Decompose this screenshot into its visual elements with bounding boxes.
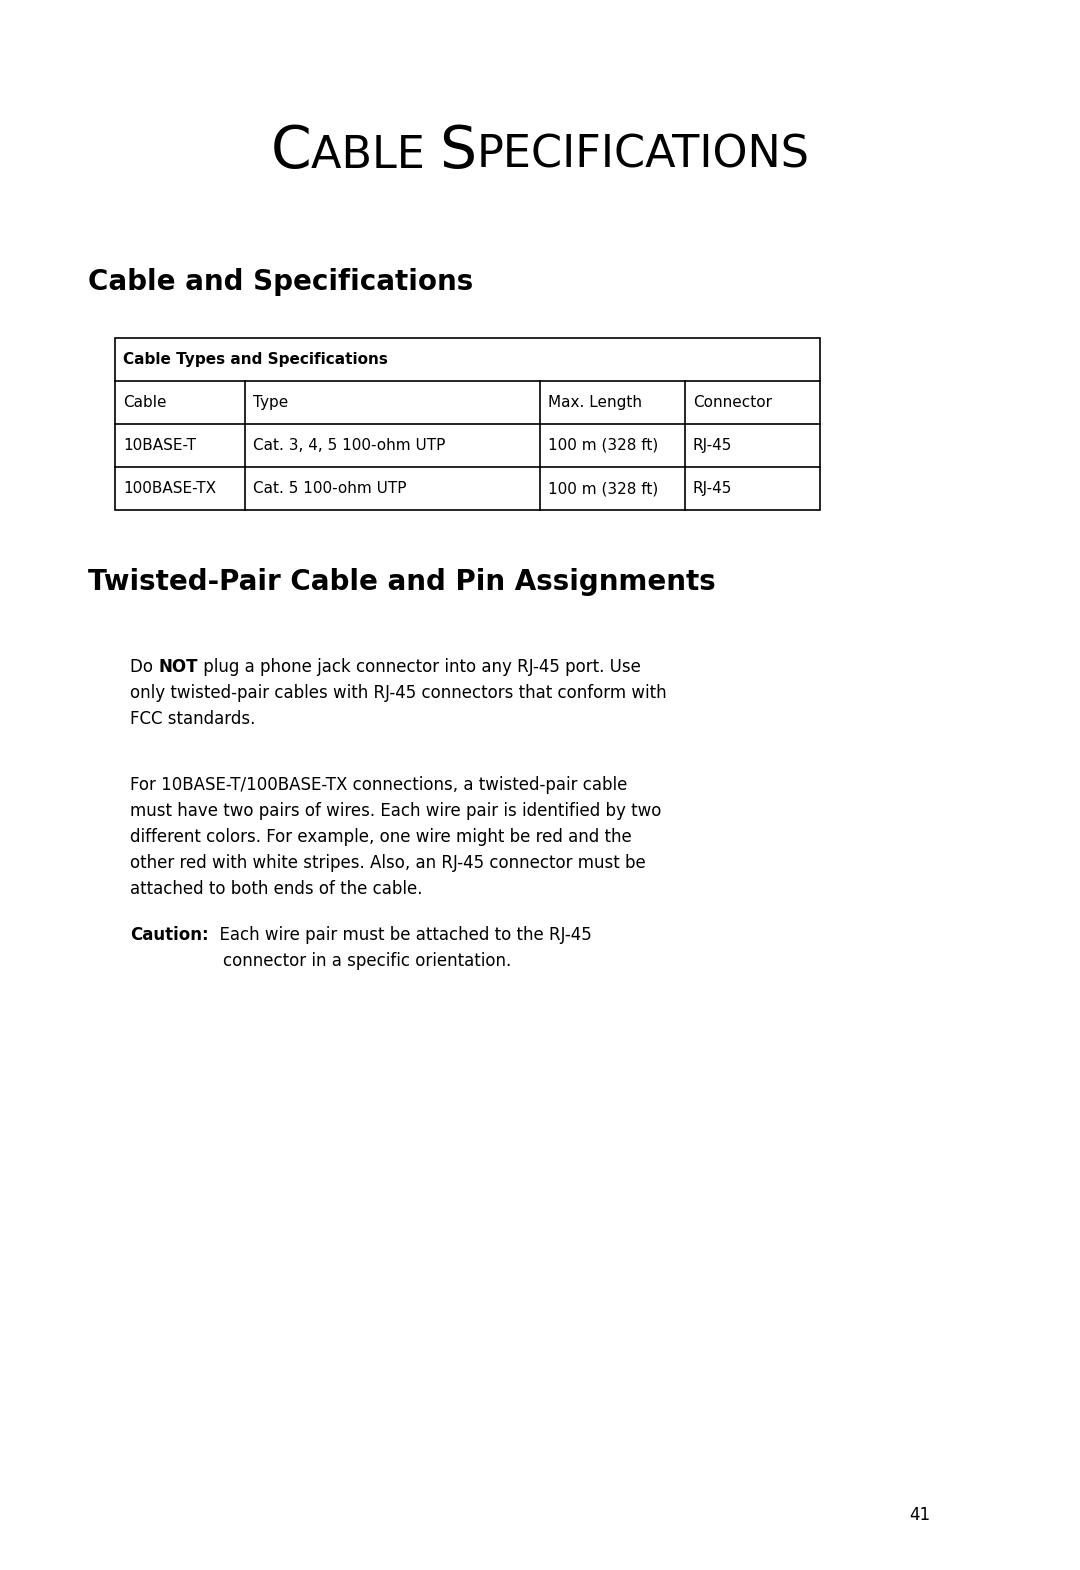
- Text: Max. Length: Max. Length: [548, 396, 642, 410]
- Text: other red with white stripes. Also, an RJ-45 connector must be: other red with white stripes. Also, an R…: [130, 854, 646, 871]
- Text: RJ-45: RJ-45: [693, 438, 732, 454]
- Text: Caution:: Caution:: [130, 926, 208, 944]
- Text: different colors. For example, one wire might be red and the: different colors. For example, one wire …: [130, 827, 632, 846]
- Text: attached to both ends of the cable.: attached to both ends of the cable.: [130, 881, 422, 898]
- Text: Type: Type: [253, 396, 288, 410]
- Text: ABLE: ABLE: [311, 133, 440, 177]
- Text: 10BASE-T: 10BASE-T: [123, 438, 195, 454]
- Text: 100 m (328 ft): 100 m (328 ft): [548, 480, 658, 496]
- Text: For 10BASE-T/100BASE-TX connections, a twisted-pair cable: For 10BASE-T/100BASE-TX connections, a t…: [130, 776, 627, 794]
- Text: Twisted-Pair Cable and Pin Assignments: Twisted-Pair Cable and Pin Assignments: [87, 568, 716, 597]
- Text: Each wire pair must be attached to the RJ-45: Each wire pair must be attached to the R…: [208, 926, 592, 944]
- Text: S: S: [440, 122, 476, 181]
- Text: Cat. 3, 4, 5 100-ohm UTP: Cat. 3, 4, 5 100-ohm UTP: [253, 438, 445, 454]
- Text: 100 m (328 ft): 100 m (328 ft): [548, 438, 658, 454]
- Text: NOT: NOT: [159, 658, 198, 677]
- Text: 41: 41: [909, 1506, 931, 1524]
- Text: Cat. 5 100-ohm UTP: Cat. 5 100-ohm UTP: [253, 480, 406, 496]
- Text: Cable: Cable: [123, 396, 166, 410]
- Text: Cable and Specifications: Cable and Specifications: [87, 268, 473, 297]
- Text: connector in a specific orientation.: connector in a specific orientation.: [222, 951, 511, 970]
- Text: FCC standards.: FCC standards.: [130, 710, 255, 728]
- Text: RJ-45: RJ-45: [693, 480, 732, 496]
- Text: C: C: [271, 122, 311, 181]
- Text: must have two pairs of wires. Each wire pair is identified by two: must have two pairs of wires. Each wire …: [130, 802, 661, 820]
- Bar: [114, 338, 820, 510]
- Text: Connector: Connector: [693, 396, 772, 410]
- Text: PECIFICATIONS: PECIFICATIONS: [476, 133, 809, 177]
- Text: only twisted-pair cables with RJ-45 connectors that conform with: only twisted-pair cables with RJ-45 conn…: [130, 685, 666, 702]
- Text: plug a phone jack connector into any RJ-45 port. Use: plug a phone jack connector into any RJ-…: [198, 658, 640, 677]
- Text: Do: Do: [130, 658, 159, 677]
- Text: 100BASE-TX: 100BASE-TX: [123, 480, 216, 496]
- Text: Cable Types and Specifications: Cable Types and Specifications: [123, 352, 388, 367]
